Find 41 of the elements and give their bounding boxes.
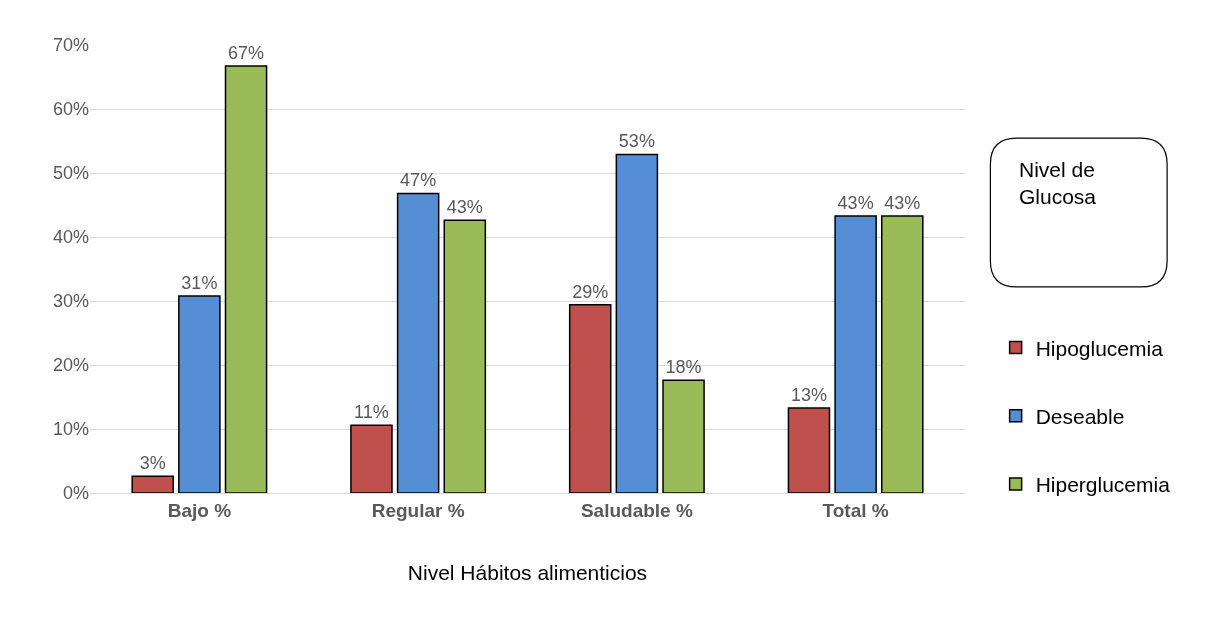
data-label: 11%: [354, 402, 389, 423]
bar: [396, 192, 440, 493]
y-tick-label: 0%: [62, 483, 89, 504]
legend-label: Deseable: [1035, 404, 1125, 428]
data-label: 53%: [618, 131, 655, 152]
data-label: 13%: [790, 384, 827, 405]
y-tick-label: 10%: [52, 419, 89, 440]
x-tick-label: Bajo %: [167, 499, 232, 521]
bar: [662, 379, 705, 493]
x-axis-title: Nivel Hábitos alimenticios: [407, 561, 648, 584]
data-label: 31%: [181, 272, 218, 293]
data-label: 43%: [446, 197, 483, 218]
x-tick-label: Regular %: [371, 499, 465, 521]
legend-label: Hipoglucemia: [1035, 336, 1164, 360]
y-tick-label: 40%: [52, 227, 89, 248]
bar: [615, 153, 659, 493]
data-label: 18%: [665, 357, 702, 378]
y-tick-label: 20%: [52, 355, 89, 376]
bar: [568, 304, 612, 493]
bar: [178, 295, 221, 493]
legend-title: Nivel de Glucosa: [1019, 158, 1097, 209]
y-tick-label: 60%: [52, 99, 89, 120]
x-tick-label: Total %: [822, 499, 889, 521]
bar: [224, 65, 268, 493]
data-label: 3%: [139, 453, 166, 474]
bar: [881, 215, 924, 493]
data-label: 43%: [884, 192, 921, 213]
data-label: 29%: [572, 281, 609, 302]
data-label: 43%: [837, 192, 874, 213]
y-tick-label: 70%: [52, 35, 89, 56]
y-tick-label: 30%: [52, 291, 89, 312]
bar: [834, 215, 877, 493]
bar: [131, 475, 174, 493]
y-tick-label: 50%: [52, 163, 89, 184]
bar: [350, 424, 393, 493]
bar: [443, 219, 487, 493]
data-label: 47%: [400, 170, 437, 191]
legend-label: Hiperglucemia: [1035, 473, 1171, 497]
data-label: 67%: [228, 43, 265, 64]
x-tick-label: Saludable %: [580, 499, 693, 521]
bar: [787, 407, 831, 493]
